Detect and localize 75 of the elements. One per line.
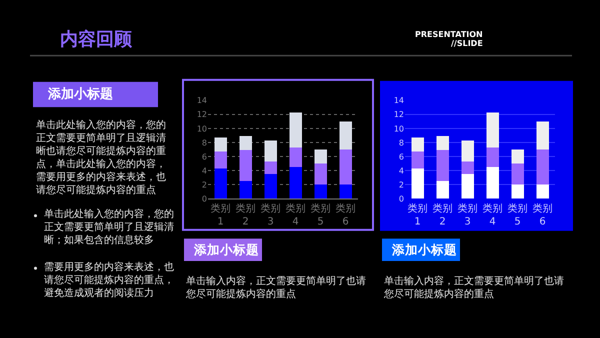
text: 添加小标题 — [47, 87, 113, 102]
y-tick-label: 14 — [196, 96, 207, 106]
bar — [239, 136, 252, 150]
y-tick-label: 12 — [394, 110, 404, 120]
bar — [314, 150, 327, 164]
bar — [314, 164, 327, 185]
y-tick-label: 6 — [398, 152, 404, 162]
bar — [239, 181, 252, 199]
text: 单击此处输入您的内容，您的正文需要更简单明了且逻辑清晰也请您尽可能提炼内容的重点，单击此处输入您的内容，需要用更多的内容来表述，也请您尽可能提炼内容的重点 — [36, 119, 166, 196]
text: //SLIDE — [451, 39, 483, 48]
x-tick-label: 类别 3 — [260, 202, 280, 228]
bar — [486, 167, 499, 199]
bar — [461, 161, 474, 174]
text: 添加小标题 — [391, 242, 457, 257]
bar — [461, 174, 474, 199]
x-tick-label: 类别 2 — [236, 202, 256, 228]
x-tick-label: 类别 5 — [310, 202, 330, 228]
y-tick-label: 8 — [202, 138, 207, 148]
bar — [511, 184, 524, 199]
bar — [411, 168, 424, 199]
y-tick-label: 6 — [202, 152, 207, 162]
bar — [289, 167, 302, 199]
bar — [214, 138, 227, 152]
x-tick-label: 类别 6 — [532, 202, 552, 228]
bar — [214, 168, 227, 199]
x-tick-label: 类别 4 — [482, 202, 502, 228]
bar — [461, 140, 474, 162]
bar — [436, 150, 449, 182]
x-tick-label: 类别 2 — [432, 202, 452, 228]
text: 内容回顾 — [60, 29, 133, 50]
x-tick-label: 类别 5 — [508, 202, 528, 228]
text: 需要用更多的内容来表述，也请您尽可能提炼内容的重点，避免造成观者的阅读压力 — [44, 261, 174, 299]
bar — [411, 152, 424, 168]
bar — [536, 121, 549, 150]
bar — [339, 121, 352, 150]
y-tick-label: 10 — [394, 124, 404, 134]
bar — [289, 112, 302, 148]
bar — [339, 150, 352, 185]
y-tick-label: 10 — [196, 124, 207, 134]
y-tick-label: 8 — [398, 138, 404, 148]
bar — [239, 150, 252, 182]
x-tick-label: 类别 1 — [210, 202, 230, 228]
bar — [214, 152, 227, 168]
x-tick-label: 类别 3 — [458, 202, 478, 228]
bar — [264, 140, 277, 162]
bar — [289, 147, 302, 168]
x-tick-label: 类别 6 — [336, 202, 356, 228]
text: PRESENTATION — [415, 30, 483, 39]
text: 添加小标题 — [193, 242, 259, 257]
bar — [486, 112, 499, 148]
bar — [436, 136, 449, 150]
y-tick-label: 4 — [398, 166, 404, 176]
y-tick-label: 0 — [398, 194, 404, 204]
bar — [264, 174, 277, 199]
bar — [411, 138, 424, 152]
bar — [486, 147, 499, 168]
bar — [436, 181, 449, 199]
y-tick-label: 2 — [398, 180, 404, 190]
x-tick-label: 类别 1 — [408, 202, 428, 228]
y-tick-label: 12 — [196, 110, 207, 120]
x-tick-label: 类别 4 — [286, 202, 306, 228]
y-tick-label: 0 — [202, 194, 207, 204]
text: 单击此处输入您的内容，您的正文需要更简单明了且逻辑清晰；如果包含的信息较多 — [44, 208, 174, 246]
text: 单击输入内容，正文需要更简单明了也请您尽可能提炼内容的重点 — [383, 275, 564, 300]
bar — [511, 150, 524, 164]
bar — [339, 184, 352, 199]
y-tick-label: 14 — [394, 96, 404, 106]
bar — [536, 184, 549, 199]
bar — [314, 184, 327, 199]
y-tick-label: 2 — [202, 180, 207, 190]
text: 单击输入内容，正文需要更简单明了也请您尽可能提炼内容的重点 — [185, 275, 366, 300]
bar — [264, 161, 277, 174]
y-tick-label: 4 — [202, 166, 207, 176]
bar — [536, 150, 549, 185]
bar — [511, 164, 524, 185]
